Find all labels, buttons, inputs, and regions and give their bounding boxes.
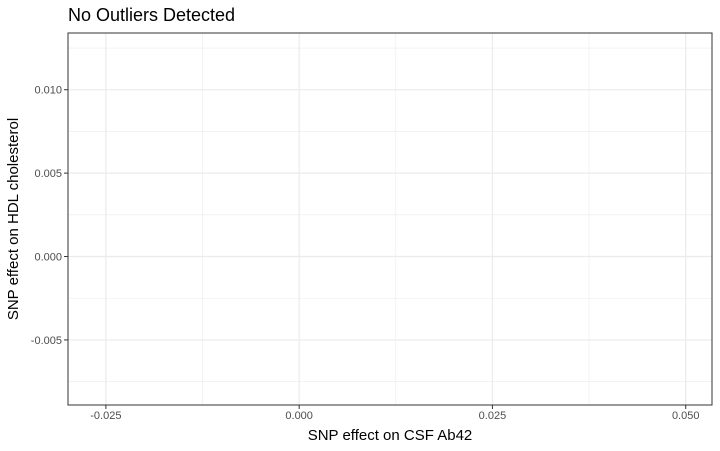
major-gridlines	[68, 33, 712, 405]
y-axis-title: SNP effect on HDL cholesterol	[5, 118, 22, 320]
x-tick-label: 0.050	[672, 410, 700, 422]
x-tick-label: 0.000	[285, 410, 313, 422]
plot-panel-border	[67, 32, 713, 406]
y-tick-label: 0.010	[34, 85, 62, 97]
chart-title: No Outliers Detected	[68, 5, 235, 25]
y-tick-label: 0.000	[34, 252, 62, 264]
y-tick-label: 0.005	[34, 168, 62, 180]
x-tick-label: 0.025	[479, 410, 507, 422]
x-axis-ticks: -0.025 0.000 0.025 0.050	[90, 405, 699, 422]
minor-gridlines	[68, 33, 712, 405]
x-axis-title: SNP effect on CSF Ab42	[308, 427, 473, 444]
y-axis-ticks: -0.005 0.000 0.005 0.010	[31, 85, 68, 347]
y-tick-label: -0.005	[31, 335, 62, 347]
x-tick-label: -0.025	[90, 410, 121, 422]
